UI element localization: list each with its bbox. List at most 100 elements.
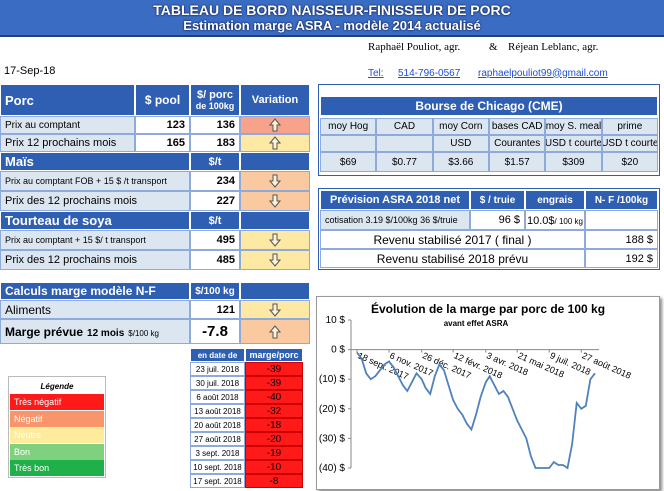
column-header-line: de 100kg: [195, 101, 235, 111]
tel-label: Tel:: [368, 67, 384, 79]
arrow-shape: [269, 118, 281, 132]
history-date: 20 août 2018: [190, 418, 245, 432]
variation-cell: [240, 230, 310, 250]
history-date: 30 juil. 2018: [190, 376, 245, 390]
price-value: 495: [190, 230, 240, 250]
price-value: 227: [190, 191, 240, 211]
arrow-shape: [269, 136, 281, 150]
section-header: Bourse de Chicago (CME): [320, 96, 658, 116]
row-label-main: Marge prévue: [5, 325, 84, 339]
y-tick-label: 0 $: [331, 345, 345, 356]
price-value: 136: [190, 116, 240, 134]
column-header: prime: [601, 118, 658, 135]
column-header: [240, 152, 310, 171]
row-label: Aliments: [0, 300, 190, 319]
row-label: Prix des 12 prochains mois: [0, 250, 190, 270]
arrow-shape: [269, 324, 281, 338]
unit-cell: USD t courte: [601, 135, 658, 152]
author: Raphaël Pouliot, agr.: [368, 41, 461, 53]
row-label: Revenu stabilisé 2017 ( final ): [320, 230, 585, 249]
column-header: marge/porc: [245, 348, 303, 362]
engrais-number: 10.0$: [527, 215, 555, 227]
column-header: Variation: [240, 84, 310, 116]
column-header: $/100 kg: [190, 282, 240, 300]
column-header: Prévision ASRA 2018 net: [320, 190, 470, 210]
history-value: -39: [245, 362, 303, 376]
column-header: $/ porc de 100kg: [190, 84, 240, 116]
variation-arrow: [269, 194, 281, 208]
author: Réjean Leblanc, agr.: [508, 41, 599, 53]
chart-subtitle: avant effet ASRA: [444, 319, 509, 328]
column-header: moy Corn: [432, 118, 489, 135]
unit-cell: [320, 135, 377, 152]
engrais-value: 10.0$/ 100 kg: [525, 210, 585, 230]
pool-value: 123: [135, 116, 190, 134]
pool-value: 165: [135, 134, 190, 152]
market-value: $3.66: [432, 152, 489, 172]
revenue-value: 192 $: [585, 249, 658, 268]
variation-cell: [240, 134, 310, 152]
empty-cell: [585, 210, 658, 230]
date: 17-Sep-18: [4, 65, 56, 77]
email: raphaelpouliot99@gmail.com: [478, 67, 608, 79]
column-header: moy S. meal: [545, 118, 602, 135]
column-header-line: $/ porc: [196, 89, 234, 101]
variation-arrow: [269, 324, 281, 338]
legend-item: Neutre: [10, 427, 104, 443]
history-date: 10 sept. 2018: [190, 460, 245, 474]
legend-item: Bon: [10, 443, 104, 460]
variation-cell: [240, 191, 310, 211]
variation-arrow: [269, 233, 281, 247]
arrow-shape: [269, 253, 281, 267]
history-date: 23 juil. 2018: [190, 362, 245, 376]
column-header: N- F /100kg: [585, 190, 658, 210]
history-value: -32: [245, 404, 303, 418]
variation-arrow: [269, 253, 281, 267]
unit-cell: USD t courte: [545, 135, 602, 152]
per-sow-value: 96 $: [470, 210, 525, 230]
arrow-shape: [269, 233, 281, 247]
y-tick-label: (40) $: [319, 463, 346, 474]
column-header: engrais: [525, 190, 585, 210]
y-tick-label: (10) $: [319, 374, 346, 385]
history-value: -18: [245, 418, 303, 432]
section-header: Porc: [0, 84, 135, 116]
variation-cell: [240, 116, 310, 134]
market-value: $20: [601, 152, 658, 172]
column-header: en date de: [190, 348, 245, 362]
history-value: -20: [245, 432, 303, 446]
unit-cell: Courantes: [489, 135, 546, 152]
history-date: 6 août 2018: [190, 390, 245, 404]
phone: 514-796-0567: [398, 67, 461, 79]
row-label: cotisation 3.19 $/100kg 36 $/truie: [320, 210, 470, 230]
row-label-sub: 12 mois: [87, 328, 125, 339]
column-header: moy Hog: [320, 118, 377, 135]
arrow-shape: [269, 303, 281, 317]
header-band: TABLEAU DE BORD NAISSEUR-FINISSEUR DE PO…: [0, 0, 664, 37]
unit-cell: USD: [432, 135, 489, 152]
margin-value: -7.8: [190, 319, 240, 344]
column-header: [240, 211, 310, 230]
variation-cell: [240, 171, 310, 191]
row-label-unit: $/100 kg: [128, 329, 159, 338]
variation-arrow: [269, 303, 281, 317]
history-value: -19: [245, 446, 303, 460]
section-header: Calculs marge modèle N-F: [0, 282, 190, 300]
column-header: bases CAD: [489, 118, 546, 135]
unit-cell: [376, 135, 433, 152]
market-value: $309: [545, 152, 602, 172]
history-value: -40: [245, 390, 303, 404]
row-label: Prix au comptant + 15 $/ t transport: [0, 230, 190, 250]
variation-cell: [240, 300, 310, 319]
column-header: $ pool: [135, 84, 190, 116]
arrow-shape: [269, 174, 281, 188]
chart-box: [316, 296, 660, 490]
arrow-shape: [269, 194, 281, 208]
column-header: [240, 282, 310, 300]
price-value: 485: [190, 250, 240, 270]
ampersand: &: [489, 41, 498, 53]
legend-item: Très bon: [10, 460, 104, 476]
column-header: $/t: [190, 152, 240, 171]
legend-item: Très négatif: [10, 394, 104, 410]
price-value: 121: [190, 300, 240, 319]
